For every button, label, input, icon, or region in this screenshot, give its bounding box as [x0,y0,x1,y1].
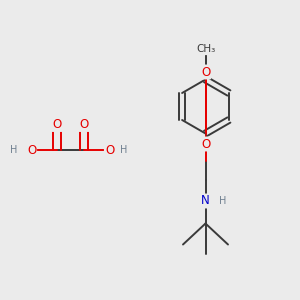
Text: CH₃: CH₃ [196,44,215,55]
Text: O: O [201,65,210,79]
Text: O: O [105,143,114,157]
Text: O: O [201,137,210,151]
Text: O: O [80,118,88,131]
Text: N: N [201,194,210,208]
Text: H: H [11,145,18,155]
Text: O: O [27,143,36,157]
Text: H: H [120,145,128,155]
Text: O: O [52,118,62,131]
Text: H: H [219,196,226,206]
